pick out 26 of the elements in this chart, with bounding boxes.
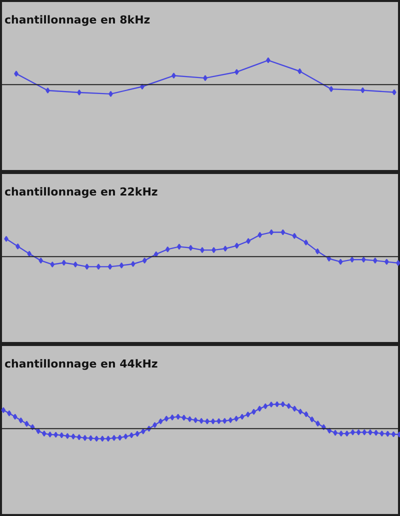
chart-title: chantillonnage en 44kHz: [4, 358, 158, 370]
point: [292, 232, 297, 239]
chart-title: chantillonnage en 22kHz: [4, 186, 158, 198]
point: [269, 229, 274, 236]
point: [96, 264, 101, 270]
point: [246, 238, 251, 244]
point: [130, 260, 136, 267]
point: [38, 258, 44, 264]
point: [361, 256, 366, 263]
point: [165, 246, 170, 252]
point: [304, 240, 308, 246]
point: [50, 261, 55, 268]
point: [73, 261, 78, 268]
point: [62, 260, 66, 266]
point: [372, 258, 378, 264]
chart-title: chantillonnage en 8kHz: [4, 14, 150, 26]
point: [142, 258, 147, 264]
point: [315, 248, 320, 254]
point: [119, 262, 124, 268]
point: [350, 256, 354, 263]
point: [108, 264, 112, 270]
point: [326, 256, 332, 262]
point: [84, 264, 90, 270]
point: [258, 232, 262, 238]
point: [338, 258, 343, 265]
point: [280, 229, 286, 236]
